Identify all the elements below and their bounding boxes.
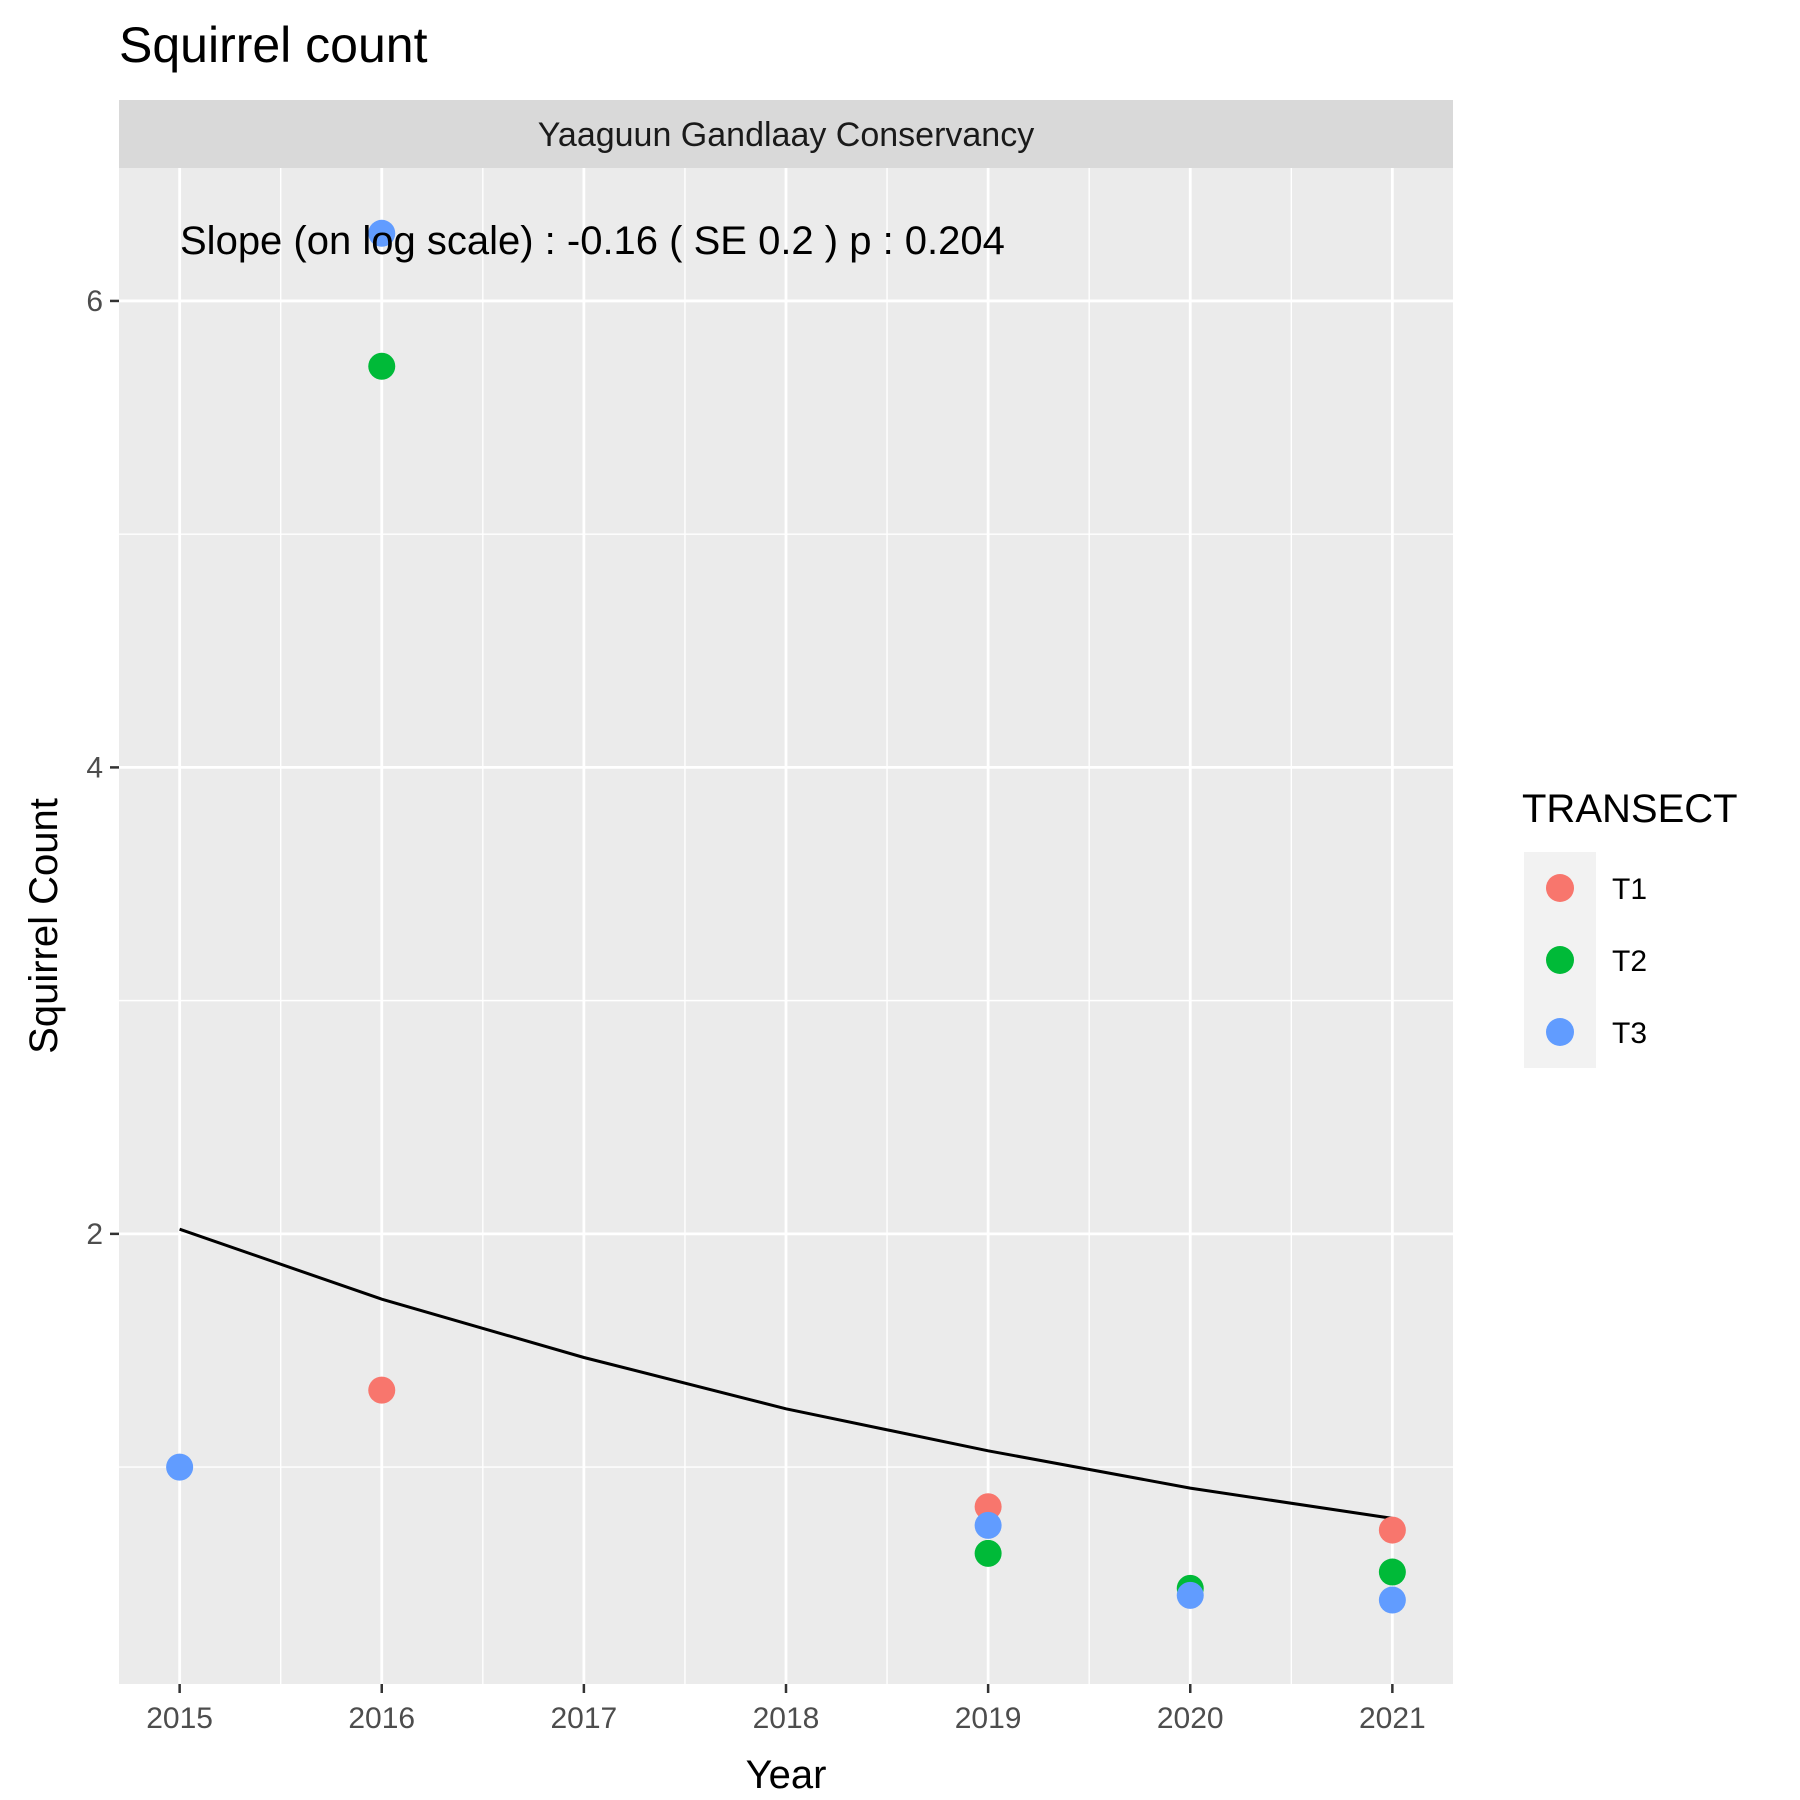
- legend-title: TRANSECT: [1522, 787, 1738, 831]
- data-point-t1: [368, 1376, 396, 1404]
- legend-key-t3: [1546, 1018, 1574, 1046]
- x-tick-label: 2020: [1157, 1702, 1224, 1735]
- data-point-t3: [974, 1511, 1002, 1539]
- legend-label-t2: T2: [1612, 945, 1647, 978]
- x-tick-label: 2015: [146, 1702, 213, 1735]
- data-point-t3: [166, 1453, 194, 1481]
- y-tick-label: 4: [86, 751, 103, 784]
- facet-strip-label: Yaaguun Gandlaay Conservancy: [538, 116, 1034, 154]
- legend-label-t3: T3: [1612, 1017, 1647, 1050]
- x-tick-label: 2017: [551, 1702, 618, 1735]
- data-point-t3: [368, 219, 396, 247]
- data-point-t2: [1378, 1558, 1406, 1586]
- data-point-t2: [974, 1539, 1002, 1567]
- data-point-t3: [1176, 1581, 1204, 1609]
- y-axis-title: Squirrel Count: [22, 798, 66, 1054]
- data-point-t1: [974, 1493, 1002, 1521]
- trend-line: [179, 1227, 1393, 1520]
- data-point-t3: [1378, 1586, 1406, 1614]
- y-tick-label: 2: [86, 1218, 103, 1251]
- major-gridlines: [119, 168, 1453, 1684]
- legend-label-t1: T1: [1612, 873, 1647, 906]
- x-tick-label: 2016: [348, 1702, 415, 1735]
- x-tick-label: 2019: [955, 1702, 1022, 1735]
- legend: T1 T2 T3: [1546, 873, 1647, 1050]
- y-axis: 2 4 6: [86, 285, 119, 1251]
- data-point-t1: [1378, 1516, 1406, 1544]
- legend-key-t1: [1546, 874, 1574, 902]
- x-tick-label: 2021: [1359, 1702, 1426, 1735]
- data-points: [166, 219, 1406, 1614]
- trend-line-group: [179, 1227, 1393, 1520]
- x-axis: 2015 2016 2017 2018 2019 2020 2021: [146, 1684, 1426, 1735]
- slope-annotation: Slope (on log scale) : -0.16 ( SE 0.2 ) …: [180, 219, 1005, 263]
- x-axis-title: Year: [746, 1753, 827, 1797]
- data-point-t2: [368, 352, 396, 380]
- chart-title: Squirrel count: [119, 17, 428, 73]
- legend-key-t2: [1546, 946, 1574, 974]
- x-tick-label: 2018: [753, 1702, 820, 1735]
- y-tick-label: 6: [86, 285, 103, 318]
- facet-strip: [119, 100, 1453, 168]
